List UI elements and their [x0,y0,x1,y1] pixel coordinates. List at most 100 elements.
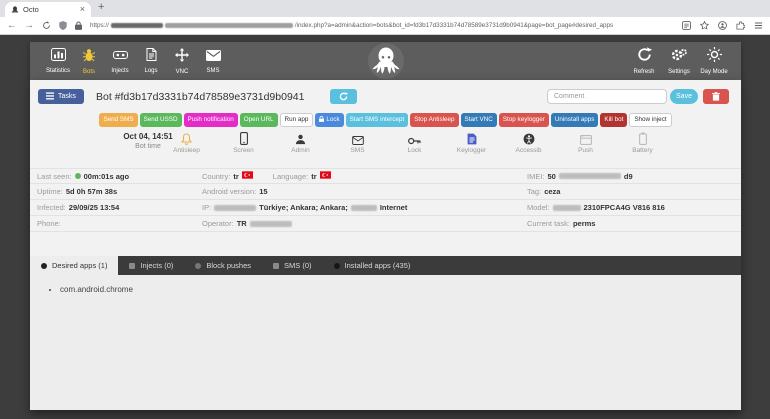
desired-apps-panel: com.android.chrome [30,275,741,410]
status-label: Push [578,147,593,154]
android-value: 15 [259,187,268,196]
run-app-button[interactable]: Run app [279,113,314,128]
nav-item-vnc[interactable]: VNC [167,47,197,75]
start-vnc-button[interactable]: Start VNC [460,113,497,128]
status-label: Lock [407,147,422,154]
padlock-icon [319,115,325,124]
ip-isp: Internet [379,203,408,212]
status-label: Antisleep [173,147,200,154]
last-seen-value: 00m:01s ago [83,171,130,181]
kill-bot-button[interactable]: Kill bot [600,113,628,128]
nav-item-sms[interactable]: SMS [198,48,228,74]
operator-value: TR [236,219,247,228]
shield-icon[interactable] [59,17,67,35]
delete-bot-button[interactable] [703,89,729,104]
address-url[interactable]: https:// /index.php?a=admin&action=bots&… [90,22,674,29]
nav-label: Day Mode [700,69,728,75]
bookmark-star-icon[interactable] [699,17,710,35]
nav-item-statistics[interactable]: Statistics [43,48,73,74]
browser-tab[interactable]: Octo × [5,2,91,17]
send-ussd-button[interactable]: Send USSD [139,113,182,128]
lock-icon[interactable] [75,17,82,35]
profile-icon[interactable] [718,17,727,35]
model-value: 2310FPCA4G V816 816 [583,203,665,212]
ip-location: Türkiye; Ankara; Ankara; [259,203,348,212]
logs-file-icon [146,48,157,66]
show-inject-button[interactable]: Show inject [629,113,672,128]
nav-item-logs[interactable]: Logs [136,48,166,74]
push-notification-button[interactable]: Push notification [183,113,238,128]
status-push: Push [557,131,614,154]
tag-label: Tag: [527,187,542,196]
lock-label: Lock [326,116,340,123]
nav-label: Logs [144,68,158,74]
installed-apps-dot-icon [333,262,340,269]
status-sms: SMS [329,131,386,154]
tasks-button[interactable]: Tasks [38,89,84,104]
language-label: Language: [272,171,309,181]
bot-panel: Tasks Bot #fd3b17d3331b74d78589e3731d9b0… [30,80,741,410]
accessibility-icon [523,131,535,145]
reload-icon[interactable] [42,17,51,35]
nav-label: Injects [111,68,129,74]
last-seen-cell: Last seen: 00m:01s ago [37,172,202,181]
country-value: tr [233,171,239,181]
url-redacted-path [164,23,293,28]
lock-button[interactable]: Lock [315,113,344,128]
uptime-label: Uptime: [37,187,63,196]
imei-prefix: 50 [547,171,556,181]
reading-list-icon[interactable] [682,17,691,35]
menu-icon[interactable] [754,17,763,35]
back-icon[interactable]: ← [7,19,17,31]
nav-item-refresh[interactable]: Refresh [627,47,661,75]
bot-refresh-button[interactable] [330,89,357,104]
block-pushes-icon [195,262,202,269]
task-label: Current task: [527,219,570,228]
stop-keylogger-button[interactable]: Stop keylogger [498,113,549,128]
new-tab-button[interactable]: + [98,1,105,13]
send-sms-button[interactable]: Send SMS [99,113,138,128]
vnc-move-icon [175,47,189,67]
envelope-icon [205,48,221,66]
push-window-icon [579,131,592,145]
tab-label: Installed apps (435) [344,261,411,270]
model-cell: Model: 2310FPCA4G V816 816 [527,203,741,212]
favicon-octopus-icon [11,1,19,19]
desired-app-item[interactable]: com.android.chrome [60,285,741,294]
imei-cell: IMEI: 50 d9 [527,172,741,181]
open-url-button[interactable]: Open URL [239,113,278,128]
status-label: Keylogger [456,147,487,154]
status-accessibility: Accessib [500,131,557,154]
nav-item-injects[interactable]: Injects [105,48,135,74]
status-label: Screen [233,147,254,154]
tab-block-pushes[interactable]: Block pushes [184,256,262,275]
save-button[interactable]: Save [670,89,698,104]
ip-redacted [214,204,257,211]
battery-icon [638,131,647,145]
extension-icon[interactable] [736,17,746,35]
info-row: Uptime: 5d 0h 57m 38s Android version: 1… [30,184,741,200]
tab-installed-apps[interactable]: Installed apps (435) [323,256,422,275]
tab-close-icon[interactable]: × [79,4,85,14]
forward-icon[interactable]: → [24,19,35,31]
imei-redacted [558,173,621,179]
comment-input[interactable] [547,89,667,104]
nav-item-day-mode[interactable]: Day Mode [697,47,731,75]
ip-cell: IP: Türkiye; Ankara; Ankara; Internet [202,203,527,212]
info-row: Last seen: 00m:01s ago Country: tr Langu… [30,168,741,184]
start-sms-intercept-button[interactable]: Start SMS intercept [345,113,409,128]
operator-redacted [249,220,292,227]
uninstall-apps-button[interactable]: Uninstall apps [550,113,599,128]
tab-injects[interactable]: Injects (0) [118,256,184,275]
nav-item-bots[interactable]: Bots [74,48,104,75]
tab-label: Block pushes [206,261,251,270]
tab-desired-apps[interactable]: Desired apps (1) [30,256,119,275]
nav-item-settings[interactable]: Settings [662,47,696,75]
stop-antisleep-button[interactable]: Stop Antisleep [410,113,459,128]
status-battery: Battery [614,131,671,154]
tab-sms[interactable]: SMS (0) [262,256,323,275]
infected-value: 29/09/25 13:54 [68,203,120,212]
octopus-logo [367,43,404,79]
document-icon [467,131,477,145]
infected-cell: Infected: 29/09/25 13:54 [37,203,202,212]
